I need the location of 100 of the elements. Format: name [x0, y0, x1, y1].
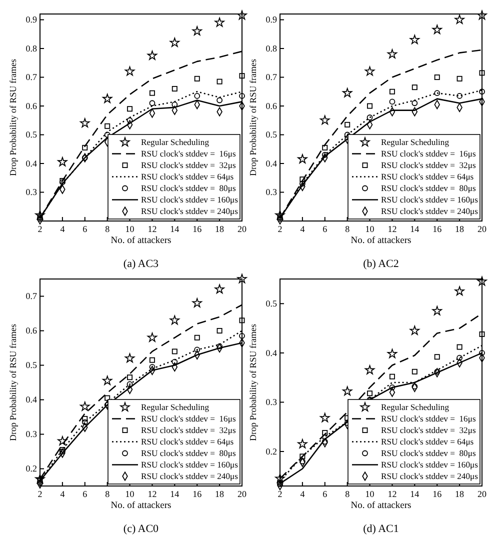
- x-tick-label: 10: [365, 224, 375, 234]
- legend-label: Regular Scheduling: [381, 402, 450, 412]
- x-tick-label: 2: [278, 489, 282, 499]
- legend-label: RSU clock's stddev = 32μs: [141, 160, 236, 170]
- y-tick-label: 0.2: [266, 446, 277, 456]
- text: (d) AC1: [363, 523, 399, 535]
- legend-label: RSU clock's stddev = 240μs: [141, 471, 239, 481]
- x-tick-label: 4: [60, 224, 66, 234]
- legend-label: Regular Scheduling: [141, 402, 210, 412]
- x-tick-label: 6: [322, 489, 328, 499]
- x-tick-label: 16: [192, 224, 202, 234]
- x-tick-label: 20: [478, 224, 487, 234]
- x-tick-label: 8: [105, 489, 110, 499]
- x-axis-title: No. of attackers: [110, 501, 172, 511]
- x-axis-title: No. of attackers: [350, 501, 412, 511]
- x-axis-title: No. of attackers: [110, 236, 172, 246]
- x-axis-title: No. of attackers: [350, 236, 412, 246]
- x-tick-label: 2: [38, 489, 42, 499]
- legend-label: RSU clock's stddev = 160μs: [381, 194, 479, 204]
- legend-label: RSU clock's stddev = 16μs: [381, 414, 476, 424]
- x-tick-label: 4: [300, 489, 306, 499]
- x-tick-label: 18: [455, 489, 465, 499]
- legend-label: Regular Scheduling: [381, 137, 450, 147]
- x-tick-label: 10: [365, 489, 375, 499]
- text: (c) AC0: [123, 523, 160, 535]
- y-axis-title: Drop Probability of RSU frames: [8, 324, 18, 441]
- x-tick-label: 10: [125, 489, 135, 499]
- y-tick-label: 0.3: [26, 429, 38, 440]
- x-tick-label: 20: [478, 489, 487, 499]
- y-tick-label: 0.6: [26, 100, 38, 111]
- legend-label: RSU clock's stddev = 16μs: [381, 148, 476, 158]
- x-tick-label: 2: [38, 224, 42, 234]
- legend-label: RSU clock's stddev = 64μs: [381, 172, 474, 182]
- x-tick-label: 6: [322, 224, 328, 234]
- y-tick-label: 0.8: [26, 43, 38, 54]
- legend-label: RSU clock's stddev = 80μs: [141, 183, 236, 193]
- y-tick-label: 0.7: [266, 72, 278, 82]
- x-tick-label: 12: [388, 489, 397, 499]
- x-tick-label: 12: [148, 489, 157, 499]
- x-tick-label: 16: [192, 489, 202, 499]
- y-tick-label: 0.2: [26, 464, 37, 474]
- x-tick-label: 8: [105, 224, 110, 234]
- x-tick-label: 16: [432, 224, 442, 234]
- legend-label: RSU clock's stddev = 16μs: [141, 414, 236, 424]
- x-tick-label: 8: [345, 224, 350, 234]
- legend-label: RSU clock's stddev = 80μs: [381, 448, 476, 458]
- legend-label: RSU clock's stddev = 160μs: [381, 460, 479, 470]
- legend-label: RSU clock's stddev = 64μs: [381, 436, 474, 446]
- x-tick-label: 14: [410, 489, 420, 499]
- legend-label: RSU clock's stddev = 240μs: [381, 471, 479, 481]
- x-tick-label: 4: [300, 224, 306, 234]
- legend-label: RSU clock's stddev = 160μs: [141, 460, 239, 470]
- x-tick-label: 6: [82, 489, 88, 499]
- y-tick-label: 0.3: [26, 187, 38, 198]
- y-tick-label: 0.6: [266, 100, 278, 111]
- y-tick-label: 0.7: [26, 72, 38, 82]
- legend-label: Regular Scheduling: [141, 137, 210, 147]
- legend-label: RSU clock's stddev = 240μs: [381, 206, 479, 216]
- legend-label: RSU clock's stddev = 80μs: [141, 448, 236, 458]
- text: (b) AC2: [363, 258, 399, 270]
- legend-label: RSU clock's stddev = 80μs: [381, 183, 476, 193]
- y-axis-title: Drop Probability of RSU frames: [8, 58, 18, 176]
- y-tick-label: 0.8: [266, 43, 278, 54]
- legend-label: RSU clock's stddev = 32μs: [141, 425, 236, 435]
- y-axis-title: Drop Probability of RSU frames: [248, 324, 258, 441]
- x-tick-label: 14: [170, 224, 180, 234]
- y-tick-label: 0.5: [26, 130, 38, 140]
- y-tick-label: 0.9: [26, 14, 38, 25]
- y-tick-label: 0.4: [266, 158, 278, 168]
- x-tick-label: 14: [170, 489, 180, 499]
- x-tick-label: 18: [215, 224, 225, 234]
- x-tick-label: 8: [345, 489, 350, 499]
- x-tick-label: 12: [388, 224, 397, 234]
- legend-label: RSU clock's stddev = 160μs: [141, 194, 239, 204]
- x-tick-label: 2: [278, 224, 282, 234]
- legend-label: RSU clock's stddev = 32μs: [381, 425, 476, 435]
- legend-label: RSU clock's stddev = 64μs: [141, 436, 234, 446]
- y-tick-label: 0.9: [266, 14, 278, 25]
- x-tick-label: 20: [238, 224, 247, 234]
- y-axis-title: Drop Probability of RSU frames: [248, 58, 258, 176]
- y-tick-label: 0.3: [266, 187, 278, 198]
- legend-label: RSU clock's stddev = 64μs: [141, 172, 234, 182]
- x-tick-label: 18: [215, 489, 225, 499]
- x-tick-label: 18: [455, 224, 465, 234]
- x-tick-label: 14: [410, 224, 420, 234]
- x-tick-label: 20: [238, 489, 247, 499]
- y-tick-label: 0.4: [26, 158, 38, 168]
- x-tick-label: 4: [60, 489, 66, 499]
- legend-label: RSU clock's stddev = 16μs: [141, 148, 236, 158]
- x-tick-label: 16: [432, 489, 442, 499]
- y-tick-label: 0.5: [26, 360, 38, 370]
- y-tick-label: 0.4: [26, 394, 38, 405]
- legend-label: RSU clock's stddev = 32μs: [381, 160, 476, 170]
- legend-label: RSU clock's stddev = 240μs: [141, 206, 239, 216]
- y-tick-label: 0.6: [26, 326, 38, 336]
- text: (a) AC3: [123, 258, 160, 270]
- y-tick-label: 0.7: [26, 291, 38, 302]
- x-tick-label: 12: [148, 224, 157, 234]
- x-tick-label: 6: [82, 224, 88, 234]
- x-tick-label: 10: [125, 224, 135, 234]
